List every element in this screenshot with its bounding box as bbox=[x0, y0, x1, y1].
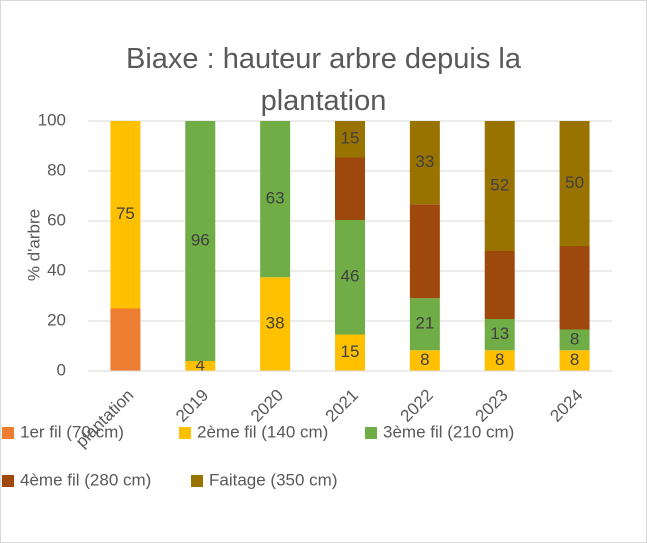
bar-segment bbox=[260, 277, 291, 371]
data-label: 8 bbox=[495, 350, 504, 369]
data-label: 50 bbox=[565, 173, 584, 192]
bar-segment bbox=[409, 121, 440, 205]
bar-segment bbox=[409, 350, 440, 371]
legend-swatch bbox=[2, 427, 14, 439]
bar-segment bbox=[559, 121, 590, 246]
data-label: 33 bbox=[415, 152, 434, 171]
bar-segment bbox=[260, 121, 291, 278]
legend-swatch bbox=[365, 427, 377, 439]
y-tick-label: 60 bbox=[47, 210, 66, 229]
legend-swatch bbox=[2, 475, 14, 487]
data-label: 4 bbox=[196, 355, 205, 374]
bar-segment bbox=[335, 334, 365, 371]
legend-label: 4ème fil (280 cm) bbox=[20, 470, 151, 489]
data-label: 46 bbox=[341, 267, 360, 286]
data-label: 96 bbox=[191, 230, 210, 249]
data-label: 38 bbox=[266, 314, 285, 333]
data-label: 15 bbox=[341, 342, 360, 361]
legend-swatch bbox=[179, 427, 191, 439]
bar-segment bbox=[110, 121, 141, 309]
bar-segment bbox=[335, 157, 365, 220]
bar-segment bbox=[484, 251, 515, 319]
data-label: 75 bbox=[116, 204, 135, 223]
data-label: 63 bbox=[266, 189, 285, 208]
bar-segment bbox=[110, 308, 141, 371]
data-label: 13 bbox=[490, 324, 509, 343]
legend-label: 1er fil (70 cm) bbox=[20, 422, 124, 441]
data-label: 15 bbox=[341, 129, 360, 148]
legend-label: 3ème fil (210 cm) bbox=[383, 422, 514, 441]
data-label: 52 bbox=[490, 175, 509, 194]
data-label: 8 bbox=[570, 350, 579, 369]
bar-segment bbox=[559, 246, 590, 330]
bar-segment bbox=[335, 121, 365, 158]
y-tick-label: 20 bbox=[47, 310, 66, 329]
legend-label: Faitage (350 cm) bbox=[209, 470, 338, 489]
bar-segment bbox=[484, 350, 515, 371]
bar-segment bbox=[484, 319, 515, 351]
data-label: 21 bbox=[415, 314, 434, 333]
data-label: 8 bbox=[420, 350, 429, 369]
legend-label: 2ème fil (140 cm) bbox=[197, 422, 328, 441]
bar-segment bbox=[185, 121, 216, 361]
legend-swatch bbox=[191, 475, 203, 487]
y-tick-label: 80 bbox=[47, 160, 66, 179]
chart-title: Biaxe : hauteur arbre depuis la plantati… bbox=[126, 43, 521, 117]
bar-segment bbox=[484, 121, 515, 251]
y-tick-label: 0 bbox=[57, 360, 66, 379]
bar-segment bbox=[409, 298, 440, 351]
data-label: 8 bbox=[570, 329, 579, 348]
bar-segment bbox=[559, 350, 590, 371]
y-tick-label: 100 bbox=[38, 110, 66, 129]
bar-segment bbox=[335, 220, 365, 335]
y-tick-label: 40 bbox=[47, 260, 66, 279]
bar-segment bbox=[559, 329, 590, 351]
y-axis-label: % d'arbre bbox=[24, 209, 43, 281]
bar-segment bbox=[409, 204, 440, 299]
bar-segment bbox=[185, 361, 216, 371]
